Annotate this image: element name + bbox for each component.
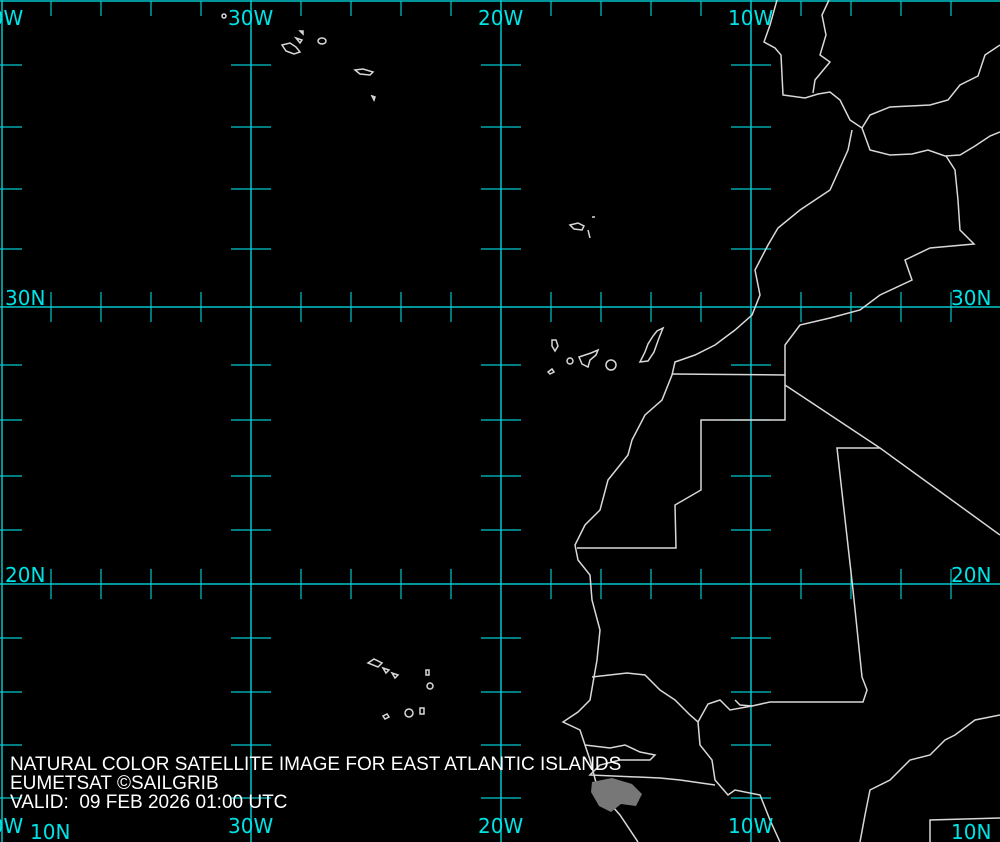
caption-title: NATURAL COLOR SATELLITE IMAGE FOR EAST A… <box>10 754 622 775</box>
azores-islands <box>221 13 327 55</box>
lon-label-top-40w: 40W <box>0 6 24 30</box>
caption-valid-time: VALID: 09 FEB 2026 01:00 UTC <box>10 792 288 813</box>
mali-south-border <box>859 714 1000 842</box>
lon-label-bottom-40w: 40W <box>0 814 24 838</box>
bissagos-islands-cloud <box>591 778 642 812</box>
senegal-border <box>591 672 753 724</box>
lat-label-left-30n: 30N <box>5 286 46 310</box>
portugal-spain-border <box>812 0 832 94</box>
guinea-mali-border <box>697 721 781 842</box>
cape-verde-islands <box>366 658 434 720</box>
gambia-guinea-coast <box>584 744 716 786</box>
lon-label-bottom-30w: 30W <box>228 814 274 838</box>
algeria-mali-border <box>784 384 1000 536</box>
lat-label-right-20n: 20N <box>951 563 992 587</box>
lon-label-top-10w: 10W <box>728 6 774 30</box>
savage-islands <box>568 216 595 239</box>
iberia-south-coast <box>861 44 1000 129</box>
iberia-west-coast <box>763 0 863 129</box>
lat-label-left-20n: 20N <box>5 563 46 587</box>
lat-label-right-10n: 10N <box>951 820 992 842</box>
lon-label-bottom-10w: 10W <box>728 814 774 838</box>
coastlines-and-borders <box>221 0 1000 842</box>
lon-label-bottom-20w: 20W <box>478 814 524 838</box>
lat-label-right-30n: 30N <box>951 286 992 310</box>
lon-label-top-20w: 20W <box>478 6 524 30</box>
africa-mediterranean-coast <box>861 127 1000 157</box>
africa-atlantic-coast <box>561 129 853 842</box>
mauritania-border <box>577 375 786 549</box>
ivory-coast-border <box>929 817 1000 842</box>
lon-label-top-30w: 30W <box>228 6 274 30</box>
image-caption: NATURAL COLOR SATELLITE IMAGE FOR EAST A… <box>10 755 621 812</box>
lat-label-left-10n: 10N <box>30 820 71 842</box>
morocco-algeria-border <box>671 155 976 376</box>
canary-islands <box>546 326 665 375</box>
madeira-islands <box>353 68 376 102</box>
mali-mauritania-border <box>734 447 880 707</box>
caption-credit: EUMETSAT ©SAILGRIB <box>10 773 219 794</box>
